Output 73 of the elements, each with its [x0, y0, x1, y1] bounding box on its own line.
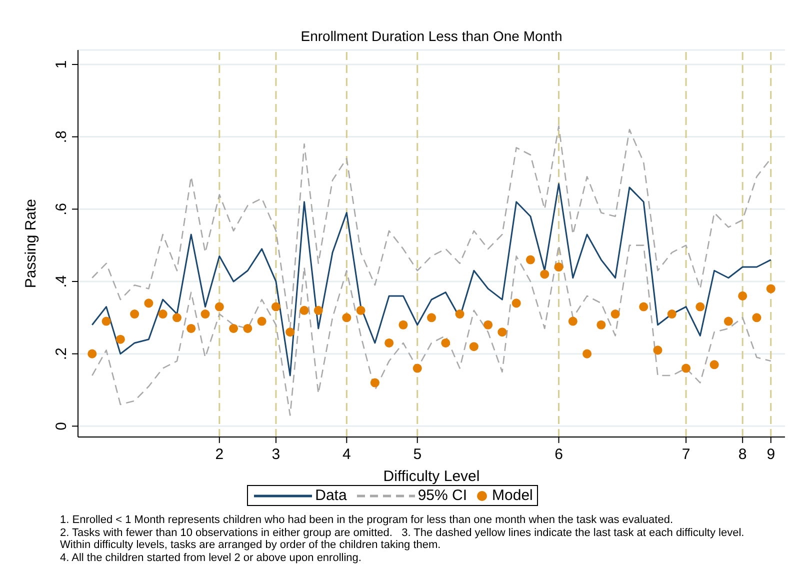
point [766, 284, 776, 294]
y-axis-title: Passing Rate [22, 198, 40, 288]
point [300, 306, 309, 315]
point [370, 378, 380, 388]
point [738, 291, 748, 300]
point [653, 346, 662, 355]
text: 1. Enrolled < 1 Month represents children who had been in the program for less than one month when the task was evaluated. [60, 514, 674, 526]
point [682, 364, 691, 373]
point [144, 298, 154, 308]
point [526, 255, 535, 264]
point [398, 320, 408, 330]
point [667, 310, 676, 319]
legend-label: Data [315, 487, 347, 504]
point [271, 302, 280, 312]
point [229, 324, 238, 333]
legend-label: Model [492, 487, 533, 504]
y-tick-label: 0 [53, 422, 70, 430]
point [455, 310, 464, 319]
point [172, 313, 182, 322]
point [342, 313, 352, 322]
point [512, 298, 521, 308]
point [568, 316, 578, 326]
y-tick-label: .8 [53, 130, 70, 144]
point [356, 306, 366, 315]
x-tick-label: 8 [738, 446, 747, 463]
x-tick-label: 6 [554, 446, 563, 463]
x-axis-title: Difficulty Level [383, 468, 480, 485]
point [384, 338, 394, 348]
point [441, 338, 450, 348]
point [540, 270, 550, 279]
x-tick-label: 4 [342, 446, 351, 463]
point [412, 364, 422, 373]
point [314, 306, 323, 315]
point [200, 310, 210, 319]
point [498, 328, 507, 337]
point [88, 349, 97, 358]
y-tick-label: .6 [53, 202, 70, 216]
point [596, 320, 606, 330]
point [102, 316, 111, 326]
point [469, 342, 478, 352]
legend-label: 95% CI [418, 487, 468, 504]
point [639, 302, 648, 312]
text: 2. Tasks with fewer than 10 observations in either group are omitted. 3. The dashed yellow lines indicate the last task at each difficulty level. [60, 526, 744, 539]
x-tick-label: 5 [413, 446, 422, 463]
point [158, 310, 168, 319]
x-tick-label: 7 [682, 446, 690, 463]
point [116, 334, 125, 344]
point [243, 324, 252, 333]
point [426, 313, 436, 322]
x-tick-label: 9 [766, 446, 776, 463]
point [752, 313, 762, 322]
line-series [91, 244, 772, 416]
y-tick-label: .2 [53, 348, 70, 360]
y-tick-label: 1 [53, 60, 70, 69]
point [582, 349, 592, 358]
point [610, 310, 620, 319]
y-tick-label: .4 [53, 275, 70, 288]
x-tick-label: 3 [272, 446, 280, 463]
point [724, 316, 733, 326]
point [257, 316, 266, 326]
point [696, 302, 705, 312]
point [286, 328, 295, 337]
point [484, 320, 493, 330]
point [130, 310, 140, 319]
line-series [91, 183, 772, 376]
text: 4. All the children started from level 2 or above upon enrolling. [60, 552, 362, 564]
point [186, 324, 196, 333]
point [214, 302, 224, 312]
point [554, 262, 564, 272]
chart-title: Enrollment Duration Less than One Month [300, 28, 564, 44]
point [710, 360, 719, 370]
x-tick-label: 2 [215, 446, 224, 463]
text: Within difficulty levels, tasks are arranged by order of the children taking them. [60, 539, 442, 552]
